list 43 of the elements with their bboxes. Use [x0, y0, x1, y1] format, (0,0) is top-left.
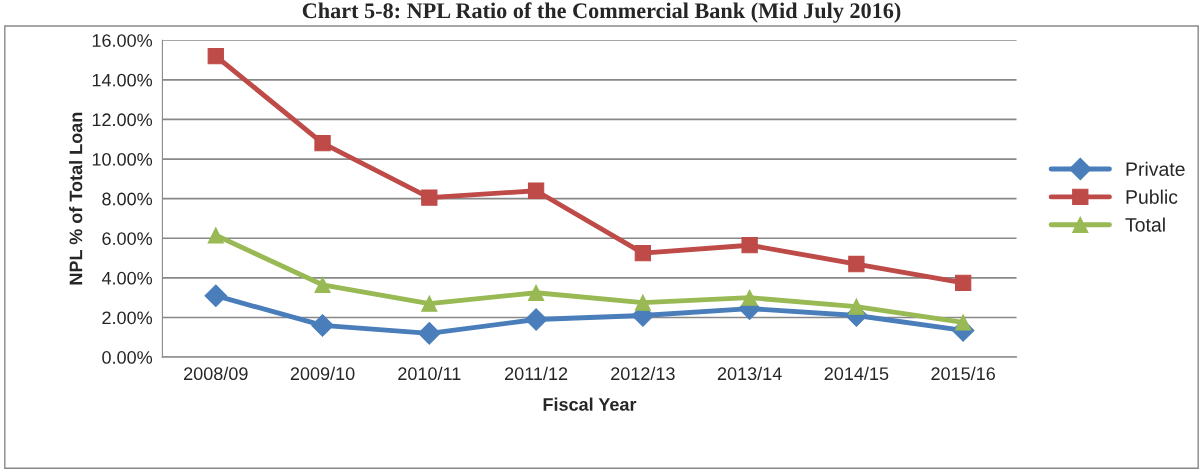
x-tick-label: 2014/15	[824, 366, 889, 381]
point	[954, 314, 972, 331]
y-tick-label: 12.00%	[92, 113, 153, 127]
point	[634, 244, 652, 262]
y-tick-label: 10.00%	[92, 152, 153, 166]
legend-label: Private	[1126, 161, 1185, 177]
point	[848, 255, 865, 273]
point	[741, 237, 758, 254]
point	[634, 294, 652, 311]
y-tick-label: 0.00%	[102, 351, 153, 364]
x-tick-label: 2011/12	[505, 366, 568, 381]
y-tick-label: 14.00%	[92, 73, 153, 87]
point	[527, 284, 545, 301]
point	[421, 295, 438, 312]
point	[954, 274, 972, 291]
x-tick-label: 2012/13	[611, 366, 675, 381]
y-tick-label: 2.00%	[102, 311, 153, 325]
point	[524, 308, 548, 331]
x-axis-title: Fiscal Year	[543, 397, 637, 411]
x-tick-label: 2013/14	[717, 366, 782, 381]
y-tick-label: 16.00%	[92, 34, 153, 47]
point	[418, 322, 441, 345]
point	[421, 189, 438, 206]
point	[848, 298, 865, 315]
y-tick-label: 4.00%	[101, 271, 153, 285]
chart-title: Chart 5-8: NPL Ratio of the Commercial Bank (Mid July 2016)	[302, 2, 901, 23]
y-tick-label: 6.00%	[102, 232, 153, 245]
x-tick-label: 2008/09	[184, 366, 248, 381]
x-tick-label: 2010/11	[398, 366, 461, 381]
legend-label: Total	[1125, 217, 1165, 232]
point	[207, 227, 224, 244]
point	[204, 284, 228, 308]
point	[314, 276, 331, 293]
point	[314, 135, 331, 152]
y-axis-title: NPL % of Total Loan	[69, 112, 83, 285]
y-tick-label: 8.00%	[102, 192, 153, 206]
point	[207, 47, 224, 65]
x-tick-label: 2015/16	[931, 366, 995, 381]
point	[311, 314, 334, 337]
x-tick-label: 2009/10	[290, 366, 355, 381]
point	[741, 289, 758, 306]
point	[527, 182, 545, 199]
legend-label: Public	[1126, 189, 1178, 204]
